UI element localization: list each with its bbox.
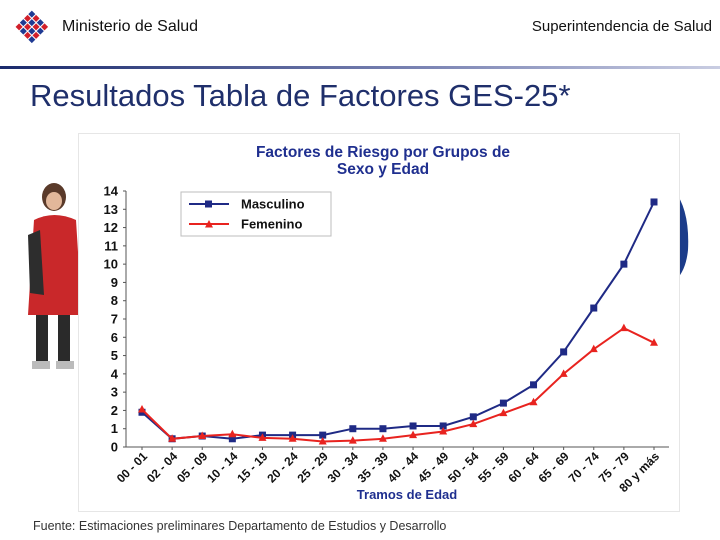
data-point-femenino [288, 434, 297, 442]
data-point-femenino [138, 405, 146, 413]
x-tick-label: 55 - 59 [475, 449, 512, 486]
chart-legend: Masculino Femenino [180, 191, 332, 237]
legend-label-femenino: Femenino [241, 217, 302, 232]
y-tick-label: 14 [104, 184, 119, 199]
header-divider [0, 66, 720, 69]
series-line-masculino [141, 201, 655, 440]
y-tick-label: 11 [104, 238, 118, 253]
x-tick-label: 65 - 69 [535, 449, 572, 486]
background-photo-people [28, 183, 82, 369]
x-tick-label: 35 - 39 [355, 449, 392, 486]
y-tick-label: 10 [104, 257, 118, 272]
y-tick-label: 3 [111, 385, 118, 400]
source-footnote: Fuente: Estimaciones preliminares Depart… [33, 519, 447, 533]
x-tick-label: 20 - 24 [264, 449, 301, 486]
y-tick-label: 0 [111, 440, 118, 455]
x-tick-label: 02 - 04 [144, 449, 181, 486]
legend-box [180, 191, 332, 237]
legend-marker-femenino [205, 220, 213, 228]
data-point-femenino [168, 434, 177, 442]
x-tick-label: 45 - 49 [415, 449, 452, 486]
data-point-femenino [258, 433, 267, 441]
data-point-masculino [439, 422, 447, 430]
data-point-masculino [379, 425, 387, 433]
x-tick-label: 40 - 44 [385, 449, 422, 486]
y-tick-label: 1 [111, 421, 118, 436]
data-point-femenino [589, 344, 598, 353]
data-point-femenino [439, 426, 448, 435]
data-point-femenino [409, 430, 418, 439]
ministry-logo [6, 8, 52, 50]
chart-series [138, 198, 658, 445]
data-point-femenino [378, 434, 387, 442]
y-tick-label: 5 [111, 348, 118, 363]
slide-title: Resultados Tabla de Factores GES-25* [30, 78, 571, 113]
x-tick-label: 60 - 64 [505, 449, 542, 486]
line-chart: Factores de Riesgo por Grupos de Sexo y … [104, 144, 669, 502]
data-point-masculino [590, 304, 598, 312]
x-tick-label: 30 - 34 [325, 449, 362, 486]
x-axis-title: Tramos de Edad [357, 487, 457, 502]
x-tick-label: 10 - 14 [204, 449, 241, 486]
data-point-femenino [469, 419, 478, 428]
data-point-masculino [650, 198, 658, 206]
x-tick-label: 00 - 01 [114, 449, 151, 486]
y-tick-label: 7 [111, 312, 118, 327]
data-point-femenino [318, 437, 327, 445]
data-point-femenino [348, 436, 357, 444]
y-tick-label: 9 [111, 275, 118, 290]
data-point-femenino [650, 338, 658, 346]
legend-marker-masculino [205, 200, 212, 208]
x-tick-label: 70 - 74 [566, 449, 603, 486]
chart-title-line-1: Factores de Riesgo por Grupos de [256, 144, 510, 161]
legend-label-masculino: Masculino [241, 197, 305, 212]
data-point-masculino [560, 348, 568, 356]
y-tick-label: 12 [104, 220, 118, 235]
x-tick-label: 15 - 19 [234, 449, 271, 486]
data-point-masculino [620, 260, 628, 268]
y-tick-label: 4 [111, 366, 119, 381]
data-point-masculino [409, 422, 417, 430]
y-tick-label: 2 [111, 403, 118, 418]
y-tick-label: 6 [111, 330, 118, 345]
data-point-masculino [228, 435, 236, 443]
y-tick-label: 8 [111, 293, 118, 308]
chart-title-line-2: Sexo y Edad [337, 161, 429, 178]
chart-container: Factores de Riesgo por Grupos de Sexo y … [78, 133, 680, 512]
y-tick-label: 13 [104, 202, 118, 217]
data-point-femenino [228, 429, 237, 438]
x-tick-label: 25 - 29 [295, 449, 332, 486]
data-point-masculino [530, 381, 538, 389]
data-point-femenino [619, 323, 628, 332]
data-point-femenino [198, 431, 207, 440]
superintendencia-name: Superintendencia de Salud [531, 18, 712, 35]
data-point-femenino [529, 397, 538, 406]
slide-header: Ministerio de Salud Superintendencia de … [0, 0, 720, 62]
data-point-femenino [559, 369, 568, 377]
data-point-masculino [469, 413, 477, 421]
ministry-name: Ministerio de Salud [62, 18, 199, 35]
data-point-femenino [499, 408, 508, 417]
x-tick-label: 05 - 09 [174, 449, 211, 486]
data-point-masculino [319, 431, 327, 439]
data-point-masculino [349, 425, 357, 433]
data-point-masculino [499, 399, 507, 407]
x-tick-label: 50 - 54 [445, 449, 482, 486]
series-line-femenino [141, 326, 655, 443]
